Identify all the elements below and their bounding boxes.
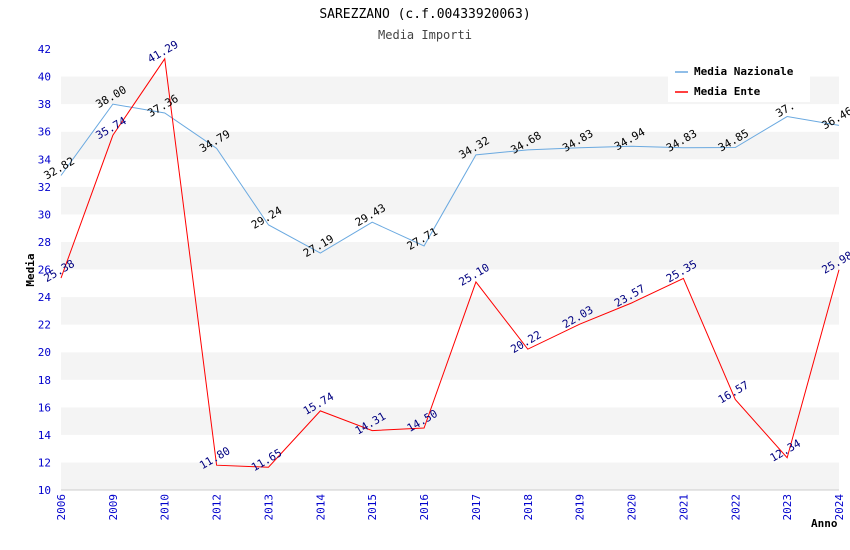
x-tick-label: 2015 bbox=[366, 494, 379, 521]
x-tick-label: 2017 bbox=[470, 494, 483, 521]
y-tick-label: 28 bbox=[38, 236, 51, 249]
grid-band bbox=[61, 352, 839, 380]
y-tick-label: 32 bbox=[38, 181, 51, 194]
x-axis-ticks: 2006 2009 2010 2012 2013 2014 2015 2016 2017 2018… bbox=[55, 494, 846, 521]
x-tick-label: 2014 bbox=[314, 494, 327, 521]
y-tick-label: 20 bbox=[38, 346, 51, 359]
legend-label-ente: Media Ente bbox=[694, 85, 761, 98]
x-tick-label: 2009 bbox=[107, 494, 120, 521]
y-axis-ticks: 10 12 14 16 18 20 22 24 26 28 30 32 34 36 38 40 42 bbox=[38, 43, 52, 497]
y-tick-label: 26 bbox=[38, 264, 51, 277]
legend: Media Nazionale Media Ente bbox=[668, 60, 810, 102]
y-tick-label: 30 bbox=[38, 208, 51, 221]
x-tick-label: 2020 bbox=[626, 494, 639, 521]
y-tick-label: 18 bbox=[38, 374, 51, 387]
grid-band bbox=[61, 297, 839, 325]
grid-bands bbox=[61, 49, 839, 490]
grid-band bbox=[61, 241, 839, 270]
x-tick-label: 2010 bbox=[159, 494, 172, 521]
chart-title: SAREZZANO (c.f.00433920063) bbox=[319, 7, 530, 22]
y-axis-label: Media bbox=[24, 253, 37, 286]
grid-band bbox=[61, 462, 839, 490]
x-tick-label: 2016 bbox=[418, 494, 431, 521]
grid-band bbox=[61, 324, 839, 353]
x-tick-label: 2022 bbox=[729, 494, 742, 521]
y-tick-label: 36 bbox=[38, 126, 51, 139]
legend-box bbox=[668, 60, 810, 102]
grid-band bbox=[61, 159, 839, 187]
y-tick-label: 22 bbox=[38, 319, 51, 332]
grid-band bbox=[61, 104, 839, 132]
series-line-ente bbox=[60, 57, 840, 468]
x-tick-label: 2021 bbox=[677, 494, 690, 521]
y-tick-label: 10 bbox=[38, 484, 51, 497]
grid-band bbox=[61, 407, 839, 435]
y-tick-label: 16 bbox=[38, 401, 51, 414]
x-tick-label: 2018 bbox=[522, 494, 535, 521]
y-tick-label: 38 bbox=[38, 98, 51, 111]
x-axis-label: Anno bbox=[811, 517, 838, 530]
y-tick-label: 40 bbox=[38, 71, 51, 84]
grid-band bbox=[61, 131, 839, 160]
x-tick-label: 2023 bbox=[781, 494, 794, 521]
x-tick-label: 2013 bbox=[262, 494, 275, 521]
y-tick-label: 14 bbox=[38, 429, 52, 442]
y-tick-label: 42 bbox=[38, 43, 51, 56]
x-tick-label: 2019 bbox=[574, 494, 587, 521]
series-lines bbox=[60, 57, 840, 468]
chart-subtitle: Media Importi bbox=[378, 28, 472, 42]
grid-band bbox=[61, 269, 839, 298]
grid-band bbox=[61, 434, 839, 463]
y-tick-label: 34 bbox=[38, 153, 52, 166]
x-tick-label: 2024 bbox=[833, 494, 846, 521]
series-line-nazionale bbox=[60, 103, 840, 254]
grid-band bbox=[61, 214, 839, 242]
y-tick-label: 24 bbox=[38, 291, 52, 304]
x-tick-label: 2006 bbox=[55, 494, 68, 521]
legend-label-nazionale: Media Nazionale bbox=[694, 65, 794, 78]
y-tick-label: 12 bbox=[38, 456, 51, 469]
grid-band bbox=[61, 379, 839, 408]
x-tick-label: 2012 bbox=[211, 494, 224, 521]
